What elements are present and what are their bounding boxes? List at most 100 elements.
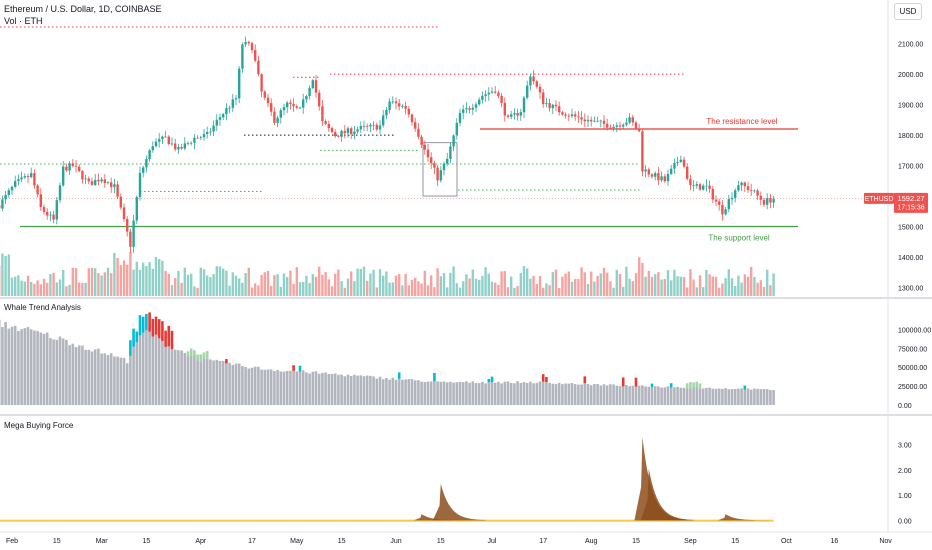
candle-body <box>126 219 129 232</box>
whale-bar <box>215 359 219 405</box>
volume-bar <box>164 271 167 296</box>
candle-body <box>698 184 702 190</box>
whale-bar <box>314 371 318 405</box>
whale-bar <box>244 366 247 405</box>
candle-body <box>580 117 583 120</box>
candle-body <box>180 147 183 149</box>
candle-body <box>244 42 247 45</box>
volume-bar <box>497 284 500 296</box>
time-axis-tick-label: Nov <box>879 538 892 545</box>
candle-body <box>330 128 334 133</box>
candle-body <box>113 184 116 188</box>
volume-bar <box>631 281 634 296</box>
whale-bar <box>247 368 251 405</box>
whale-bar <box>212 360 215 405</box>
candle-body <box>55 200 58 220</box>
volume-bar <box>538 276 542 296</box>
volume-bar <box>4 256 7 296</box>
candle-body <box>81 171 84 180</box>
candle-body <box>420 136 423 145</box>
volume-bar <box>151 268 154 296</box>
whale-bar <box>125 363 129 405</box>
time-axis-tick-label: Mar <box>96 538 109 545</box>
candle-body <box>116 184 119 197</box>
whale-bar <box>753 388 756 405</box>
whale-signal-bar <box>189 348 193 356</box>
whale-bar <box>170 349 174 405</box>
whale-bar <box>682 387 686 405</box>
candle-body <box>263 91 266 98</box>
whale-signal-bar <box>650 383 654 388</box>
whale-bar <box>285 370 289 405</box>
whale-panel-title: Whale Trend Analysis <box>4 303 81 312</box>
candle-body <box>750 190 753 191</box>
whale-bar <box>321 372 324 405</box>
whale-bar <box>490 382 494 405</box>
whale-bar <box>698 388 702 405</box>
candle-body <box>334 132 337 137</box>
whale-signal-bar <box>698 383 702 389</box>
volume-bar <box>71 267 74 296</box>
whale-bar <box>151 336 155 405</box>
currency-button[interactable]: USD <box>894 3 922 20</box>
whale-bar <box>228 362 231 405</box>
whale-bar <box>276 369 279 405</box>
time-axis-tick-label: 15 <box>338 538 346 545</box>
volume-bar <box>772 273 775 296</box>
candle-body <box>417 128 420 137</box>
volume-bar <box>641 262 644 296</box>
candle-body <box>574 114 577 117</box>
candle-body <box>327 123 330 129</box>
whale-signal-bar <box>151 318 155 337</box>
whale-bar <box>311 371 315 405</box>
volume-bar <box>542 287 545 296</box>
volume-bar <box>420 283 423 296</box>
whale-bar <box>637 385 641 405</box>
volume-bar <box>769 285 772 296</box>
volume-bar <box>84 282 87 296</box>
candle-body <box>705 185 708 187</box>
whale-bar <box>58 336 62 405</box>
time-axis-tick-label: Sep <box>684 538 697 545</box>
whale-bar <box>493 382 497 405</box>
candle-body <box>410 114 414 123</box>
whale-bar <box>497 381 500 405</box>
candle-body <box>170 143 174 145</box>
whale-bar <box>308 373 311 405</box>
candle-body <box>78 166 81 172</box>
volume-bar <box>254 283 257 296</box>
whale-bar <box>653 386 657 405</box>
whale-bar <box>705 387 708 405</box>
whale-bar <box>97 348 100 405</box>
volume-bar <box>305 275 308 296</box>
volume-bar <box>158 259 161 296</box>
volume-bar <box>68 284 71 296</box>
volume-bar <box>743 274 746 296</box>
whale-bar <box>538 381 542 405</box>
whale-bar <box>612 384 615 405</box>
candle-body <box>542 92 545 105</box>
whale-bar <box>452 382 455 405</box>
candle-body <box>135 197 138 221</box>
whale-signal-bar <box>161 321 164 341</box>
candle-body <box>305 95 308 100</box>
whale-bar <box>660 387 663 405</box>
candle-body <box>225 108 228 115</box>
volume-bar <box>199 267 202 296</box>
volume-bar <box>657 272 660 296</box>
volume-bar <box>510 276 513 296</box>
whale-bar <box>769 390 772 405</box>
volume-bar <box>238 278 241 296</box>
whale-bar <box>445 382 449 405</box>
candle-body <box>350 128 353 134</box>
candle-body <box>516 113 519 116</box>
candle-body <box>388 101 391 110</box>
whale-bar <box>237 363 241 405</box>
level-lines <box>0 26 888 228</box>
candle-body <box>545 103 548 105</box>
volume-bar <box>356 268 359 296</box>
candle-body <box>359 126 362 130</box>
volume-bar <box>644 276 647 296</box>
volume-bar <box>177 270 180 296</box>
